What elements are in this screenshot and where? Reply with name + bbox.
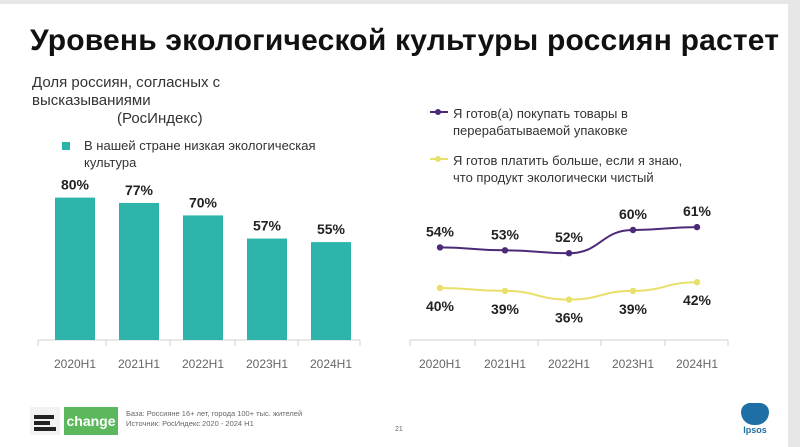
subtitle-line-2: высказываниями	[32, 92, 151, 109]
page-number: 21	[395, 426, 403, 433]
line-legend-label-2: Я готов платить больше, если я знаю, что…	[453, 153, 683, 185]
bar-x-tick-label-2022H1: 2022H1	[182, 357, 224, 371]
chart-subtitle: Доля россиян, согласных с высказываниями…	[32, 74, 272, 128]
bar-2023H1	[247, 238, 287, 340]
subtitle-line-3: (РосИндекс)	[117, 110, 203, 127]
series-2-value-label-2023H1: 39%	[619, 301, 648, 317]
bar-value-label-2020H1: 80%	[61, 177, 90, 193]
line-x-tick-label-2023H1: 2023H1	[612, 357, 654, 371]
change-logo-icon	[30, 407, 60, 435]
footnote-source: Источник: РосИндекс 2020 - 2024 H1	[126, 419, 254, 428]
line-x-tick-label-2020H1: 2020H1	[419, 357, 461, 371]
line-x-tick-label-2024H1: 2024H1	[676, 357, 718, 371]
bar-x-tick-label-2024H1: 2024H1	[310, 357, 352, 371]
ipsos-logo-text: Ipsos	[743, 425, 767, 435]
footnote-base: База: Россияне 16+ лет, города 100+ тыс.…	[126, 409, 303, 418]
ipsos-logo-icon	[741, 403, 769, 425]
line-legend-marker-1	[430, 109, 448, 115]
series-2-value-label-2024H1: 42%	[683, 292, 712, 308]
bar-value-label-2023H1: 57%	[253, 218, 282, 234]
series-2-value-label-2021H1: 39%	[491, 301, 520, 317]
bar-2024H1	[311, 242, 351, 340]
bar-x-tick-label-2023H1: 2023H1	[246, 357, 288, 371]
line-legend-marker-2	[430, 156, 448, 162]
bar-2020H1	[55, 197, 95, 340]
series-1-value-label-2022H1: 52%	[555, 229, 584, 245]
bar-value-label-2024H1: 55%	[317, 221, 346, 237]
subtitle-line-1: Доля россиян, согласных с	[32, 74, 221, 91]
series-1-value-label-2024H1: 61%	[683, 203, 712, 219]
bar-legend-label: В нашей стране низкая экологическая куль…	[84, 138, 316, 170]
series-2-point-2020H1	[436, 284, 444, 292]
line-x-tick-label-2021H1: 2021H1	[484, 357, 526, 371]
bar-x-tick-label-2021H1: 2021H1	[118, 357, 160, 371]
bar-value-label-2021H1: 77%	[125, 182, 154, 198]
top-frame-strip	[0, 0, 800, 4]
bar-2022H1	[183, 215, 223, 340]
slide-title: Уровень экологической культуры россиян р…	[30, 24, 780, 57]
series-2-point-2021H1	[501, 287, 509, 295]
bar-x-tick-label-2020H1: 2020H1	[54, 357, 96, 371]
series-1-value-label-2023H1: 60%	[619, 206, 648, 222]
series-1-point-2024H1	[693, 223, 701, 231]
series-2-point-2022H1	[565, 296, 573, 303]
bar-legend-swatch	[62, 142, 70, 150]
series-1-point-2022H1	[565, 250, 573, 257]
series-1-value-label-2021H1: 53%	[491, 226, 520, 242]
series-1-point-2023H1	[629, 226, 637, 234]
series-1-point-2021H1	[501, 247, 509, 254]
series-2-point-2023H1	[629, 287, 637, 295]
bar-value-label-2022H1: 70%	[189, 194, 218, 210]
change-badge: change	[64, 407, 118, 435]
bar-2021H1	[119, 202, 159, 340]
footnote: База: Россияне 16+ лет, города 100+ тыс.…	[126, 409, 376, 429]
ipsos-logo: Ipsos	[738, 403, 772, 437]
line-x-tick-label-2022H1: 2022H1	[548, 357, 590, 371]
series-1-point-2020H1	[436, 244, 444, 251]
series-2-value-label-2020H1: 40%	[426, 298, 455, 314]
series-2-value-label-2022H1: 36%	[555, 310, 584, 326]
series-1-value-label-2020H1: 54%	[426, 223, 455, 239]
series-2-point-2024H1	[693, 279, 701, 286]
right-frame-strip	[788, 0, 800, 447]
line-legend-label-1: Я готов(а) покупать товары в перерабатыв…	[453, 106, 628, 138]
